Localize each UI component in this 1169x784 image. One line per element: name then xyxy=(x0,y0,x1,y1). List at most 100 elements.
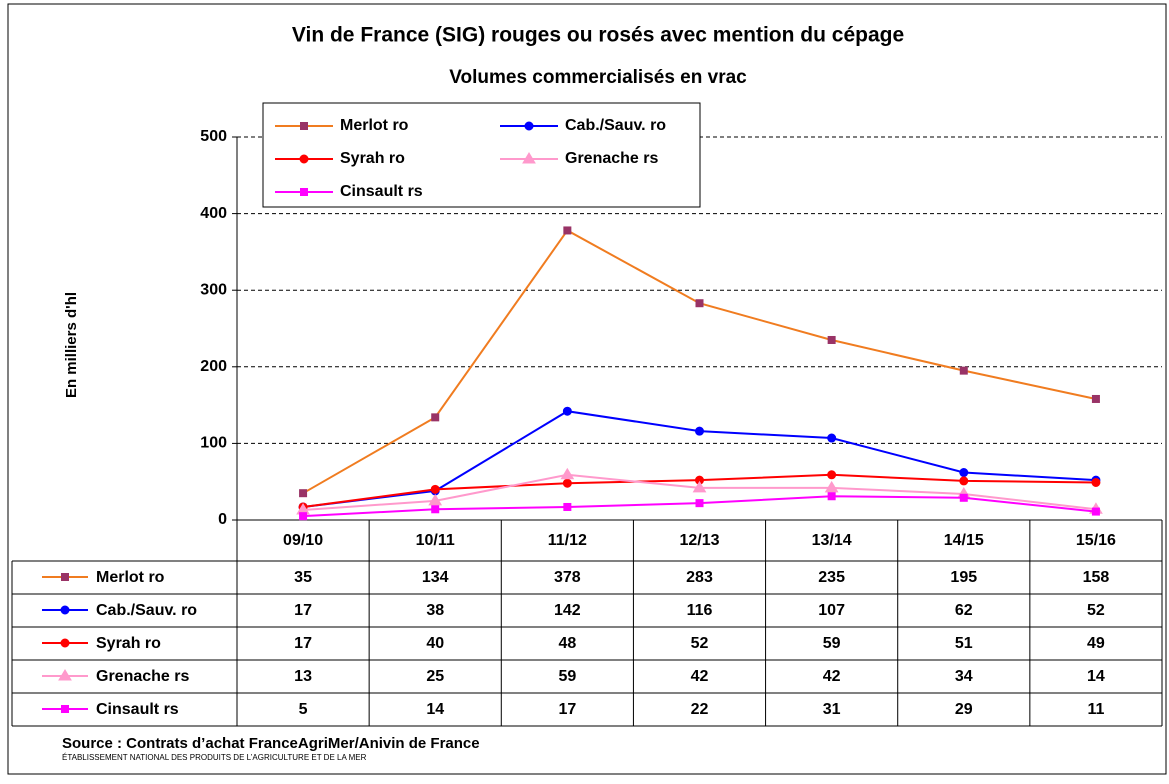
table-marker xyxy=(60,638,70,648)
point xyxy=(695,299,704,308)
table-cell: 59 xyxy=(823,635,841,652)
x-tick-label: 15/16 xyxy=(1076,532,1116,549)
y-tick-label: 200 xyxy=(200,358,227,375)
source: Source : Contrats d’achat FranceAgriMer/… xyxy=(62,735,480,752)
point xyxy=(827,470,837,480)
legend-marker xyxy=(299,154,309,164)
table-cell: 283 xyxy=(686,569,713,586)
point xyxy=(431,505,440,514)
x-tick-label: 11/12 xyxy=(548,532,587,549)
chart-title: Vin de France (SIG) rouges ou rosés avec… xyxy=(292,24,904,47)
point xyxy=(827,335,836,344)
point xyxy=(827,433,837,443)
table-cell: 34 xyxy=(955,668,973,685)
table-cell: 29 xyxy=(955,701,973,718)
table-cell: 51 xyxy=(955,635,973,652)
legend-label: Cab./Sauv. ro xyxy=(565,117,666,134)
point xyxy=(959,468,969,478)
table-marker xyxy=(61,573,69,581)
table-cell: 158 xyxy=(1083,569,1110,586)
y-axis-label: En milliers d'hl xyxy=(63,292,80,398)
y-tick-label: 400 xyxy=(200,205,227,222)
point xyxy=(430,484,440,494)
table-cell: 42 xyxy=(823,668,841,685)
table-row-label: Grenache rs xyxy=(96,668,189,685)
table-cell: 25 xyxy=(426,668,444,685)
y-tick-label: 500 xyxy=(200,128,227,145)
point xyxy=(562,406,572,416)
table-cell: 134 xyxy=(422,569,449,586)
table-cell: 40 xyxy=(426,635,444,652)
table-cell: 13 xyxy=(294,668,312,685)
table-cell: 195 xyxy=(950,569,977,586)
point xyxy=(959,366,968,375)
table-cell: 14 xyxy=(1087,668,1105,685)
table-cell: 31 xyxy=(823,701,841,718)
table-cell: 17 xyxy=(558,701,576,718)
legend xyxy=(262,102,701,208)
point xyxy=(428,493,443,506)
table-cell: 235 xyxy=(818,569,845,586)
point xyxy=(1091,507,1100,516)
table-cell: 107 xyxy=(818,602,845,619)
chart-subtitle: Volumes commercialisés en vrac xyxy=(449,67,747,88)
table-cell: 38 xyxy=(426,602,444,619)
table-marker xyxy=(61,705,69,713)
point xyxy=(959,476,969,486)
table-cell: 49 xyxy=(1087,635,1105,652)
table-cell: 62 xyxy=(955,602,973,619)
point xyxy=(562,478,572,488)
point xyxy=(695,499,704,508)
table-cell: 48 xyxy=(558,635,576,652)
table-cell: 14 xyxy=(426,701,444,718)
table-cell: 22 xyxy=(691,701,709,718)
table-cell: 17 xyxy=(294,602,312,619)
point xyxy=(563,226,572,235)
point xyxy=(692,480,707,493)
point xyxy=(563,502,572,511)
table-row-label: Cab./Sauv. ro xyxy=(96,602,197,619)
y-tick-label: 100 xyxy=(200,435,227,452)
table-cell: 116 xyxy=(687,602,713,619)
point xyxy=(299,512,308,521)
source-note: ÉTABLISSEMENT NATIONAL DES PRODUITS DE L… xyxy=(62,753,367,762)
table-row-label: Syrah ro xyxy=(96,635,161,652)
legend-label: Merlot ro xyxy=(340,117,409,134)
legend-marker xyxy=(300,188,308,196)
point xyxy=(560,467,575,480)
point xyxy=(1091,394,1100,403)
table-row-label: Cinsault rs xyxy=(96,701,179,718)
table-cell: 5 xyxy=(299,701,308,718)
table-cell: 52 xyxy=(691,635,709,652)
legend-label: Syrah ro xyxy=(340,150,405,167)
y-tick-label: 300 xyxy=(200,281,227,298)
table-cell: 11 xyxy=(1087,701,1104,718)
table-cell: 17 xyxy=(294,635,312,652)
x-tick-label: 14/15 xyxy=(944,532,984,549)
point xyxy=(299,489,308,498)
table-marker xyxy=(58,669,72,681)
x-tick-label: 10/11 xyxy=(416,532,455,549)
table-cell: 59 xyxy=(558,668,576,685)
table-marker xyxy=(60,605,70,615)
legend-label: Grenache rs xyxy=(565,150,658,167)
table-cell: 52 xyxy=(1087,602,1105,619)
y-tick-label: 0 xyxy=(218,511,227,528)
point xyxy=(1091,477,1101,487)
table-cell: 142 xyxy=(554,602,581,619)
table-cell: 42 xyxy=(691,668,709,685)
point xyxy=(827,492,836,501)
x-tick-label: 12/13 xyxy=(679,532,719,549)
x-tick-label: 13/14 xyxy=(812,532,852,549)
legend-marker xyxy=(300,122,308,130)
point xyxy=(959,493,968,502)
point xyxy=(824,480,839,493)
legend-marker xyxy=(524,121,534,131)
point xyxy=(695,426,704,436)
legend-marker xyxy=(522,152,536,164)
legend-label: Cinsault rs xyxy=(340,183,423,200)
table-cell: 378 xyxy=(554,569,581,586)
table-row-label: Merlot ro xyxy=(96,569,165,586)
x-tick-label: 09/10 xyxy=(283,532,323,549)
